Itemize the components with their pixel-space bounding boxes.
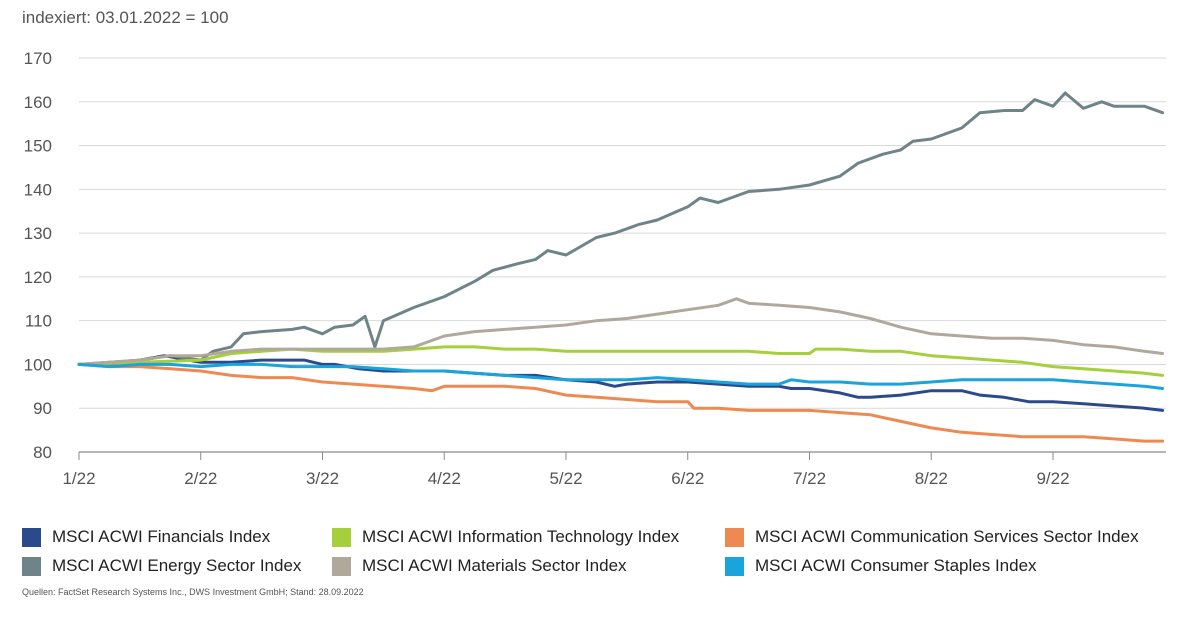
series-line-2 xyxy=(77,91,1165,366)
line-chart: 80 90 100 110 120 130 140 150 160 170 1/22 2/22 3/2… xyxy=(24,49,1166,488)
x-tick-label: 3/22 xyxy=(306,469,339,488)
legend-label: MSCI ACWI Communication Services Sector … xyxy=(755,527,1139,546)
legend-swatch xyxy=(725,527,744,547)
legend-item: MSCI ACWI Communication Services Sector … xyxy=(725,527,1139,547)
x-tick-label: 7/22 xyxy=(793,469,826,488)
series-line-1 xyxy=(77,354,1165,412)
legend-label: MSCI ACWI Materials Sector Index xyxy=(362,556,627,575)
x-tick-label: 8/22 xyxy=(915,469,948,488)
series-lines xyxy=(77,91,1165,443)
x-tick-label: 6/22 xyxy=(671,469,704,488)
x-tick-label: 5/22 xyxy=(549,469,582,488)
legend-item: MSCI ACWI Energy Sector Index xyxy=(22,556,301,576)
legend-label: MSCI ACWI Information Technology Index xyxy=(362,527,680,546)
y-axis-ticks: 80 90 100 110 120 130 140 150 160 170 xyxy=(24,49,52,462)
y-tick-label: 150 xyxy=(24,137,52,156)
legend-item: MSCI ACWI Materials Sector Index xyxy=(332,556,627,576)
legend-swatch xyxy=(332,527,351,547)
series-line-4 xyxy=(77,297,1165,366)
y-tick-label: 80 xyxy=(33,443,52,462)
y-tick-label: 110 xyxy=(25,312,52,331)
legend-label: MSCI ACWI Financials Index xyxy=(52,527,271,546)
y-tick-label: 100 xyxy=(24,355,52,374)
y-tick-label: 130 xyxy=(24,224,52,243)
chart-subtitle: indexiert: 03.01.2022 = 100 xyxy=(22,8,229,27)
legend-swatch xyxy=(22,527,41,547)
y-tick-label: 170 xyxy=(24,49,52,68)
grid-lines xyxy=(79,57,1166,453)
legend-swatch xyxy=(22,556,41,576)
series-line-5 xyxy=(77,362,1165,443)
legend-swatch xyxy=(332,556,351,576)
y-tick-label: 90 xyxy=(33,399,52,418)
x-tick-label: 1/22 xyxy=(62,469,95,488)
x-tick-label: 2/22 xyxy=(184,469,217,488)
legend-item: MSCI ACWI Consumer Staples Index xyxy=(725,556,1037,576)
x-tick-label: 4/22 xyxy=(428,469,461,488)
legend-item: MSCI ACWI Financials Index xyxy=(22,527,270,547)
source-note: Quellen: FactSet Research Systems Inc., … xyxy=(22,587,364,597)
legend-label: MSCI ACWI Energy Sector Index xyxy=(52,556,302,575)
series-line-3 xyxy=(77,345,1165,377)
x-axis-ticks: 1/22 2/22 3/22 4/22 5/22 6/22 7/22 8/22 9/22 xyxy=(62,452,1070,488)
legend-swatch xyxy=(725,556,744,576)
x-tick-label: 9/22 xyxy=(1036,469,1069,488)
y-tick-label: 120 xyxy=(24,268,52,287)
legend-item: MSCI ACWI Information Technology Index xyxy=(332,527,679,547)
legend-label: MSCI ACWI Consumer Staples Index xyxy=(755,556,1037,575)
y-tick-label: 140 xyxy=(24,180,52,199)
y-tick-label: 160 xyxy=(24,93,52,112)
series-line-6 xyxy=(77,362,1165,390)
